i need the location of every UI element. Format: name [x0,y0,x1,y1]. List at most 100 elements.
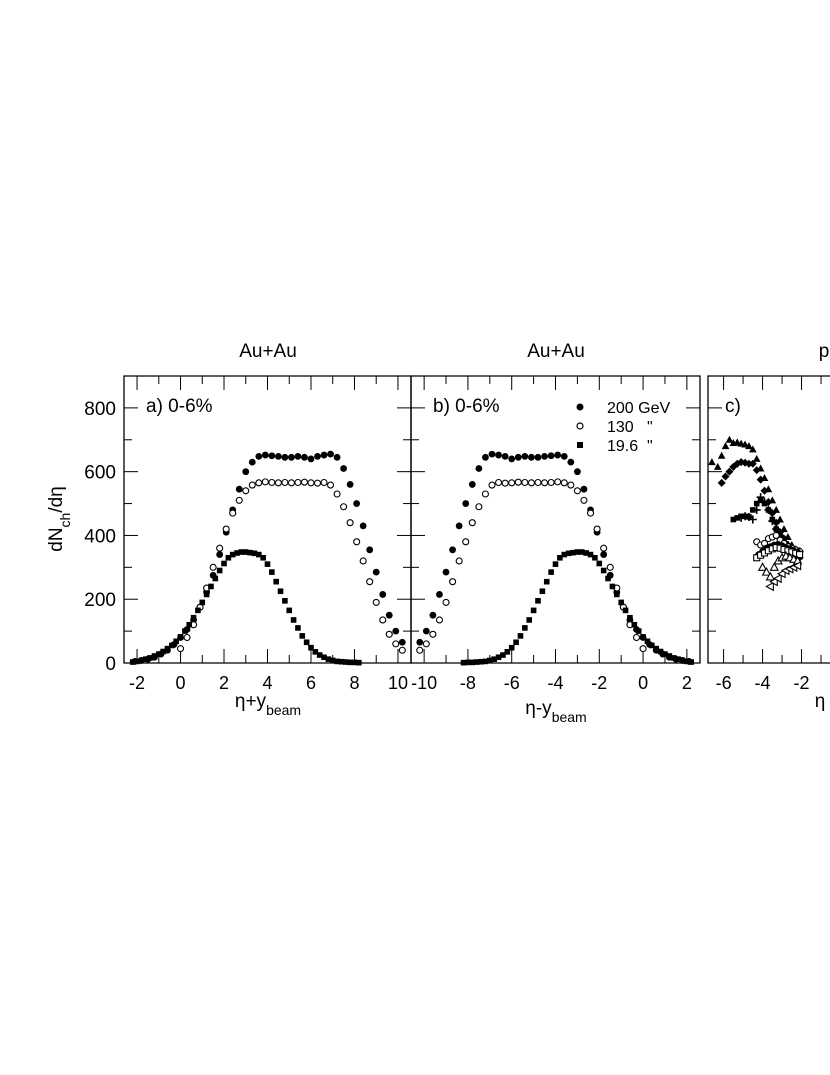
data-point-open-circle [300,478,309,486]
data-point-open-circle [639,645,647,653]
data-point-filled-triangle [713,462,722,470]
data-point-filled-square [312,649,319,655]
panel-b-axes: -10 -8 -6 -4 -2 0 2 [410,375,701,693]
data-point-filled-square [256,551,262,558]
data-point-filled-triangle [752,454,761,462]
data-point-open-circle [560,479,568,487]
data-point-filled-diamond [748,459,757,468]
data-point-open-left-triangle [773,573,782,584]
data-point-open-circle [209,563,217,571]
data-point-filled-circle [547,452,555,460]
data-point-filled-diamond [725,467,734,476]
data-point-filled-circle [327,450,334,458]
data-point-filled-square [195,607,201,614]
data-point-filled-square [609,583,616,590]
data-point-filled-circle [560,452,568,460]
data-point-filled-square [631,621,638,628]
data-point-filled-circle [255,452,263,460]
data-point-filled-square [269,569,275,575]
data-point-filled-diamond [756,475,765,484]
data-point-open-circle [313,479,322,487]
data-point-open-circle [495,478,503,487]
data-point-filled-square [247,549,253,556]
data-point-filled-square [753,500,760,507]
y-tick-label: 0 [105,654,116,675]
data-point-filled-square [618,599,624,606]
data-point-filled-square [208,583,214,590]
panel-b-annotation: b) 0-6% [433,396,500,417]
data-point-open-circle [327,481,335,489]
data-point-filled-square [513,639,519,646]
data-point-filled-circle [501,452,509,460]
data-point-filled-circle [422,627,430,635]
data-point-filled-square [561,551,568,558]
data-point-filled-circle [314,452,321,460]
data-point-filled-square [342,659,349,665]
data-point-filled-square [173,638,179,645]
data-point-open-circle [346,519,354,527]
data-point-filled-square [666,653,673,659]
data-point-filled-square [142,656,149,662]
panel-b: Au+Au b) 0-6% η-ybeam 200 GeV 130 " 19.6… [410,341,701,725]
data-point-plus [748,515,757,524]
panel-frame [410,375,701,664]
x-tick-label: 0 [176,673,186,693]
data-point-open-circle [632,633,641,642]
data-point-open-circle [580,496,588,504]
data-point-open-triangle [769,562,779,571]
data-point-filled-square [242,549,249,555]
data-point-open-left-triangle [792,561,802,571]
y-tick-label: 400 [84,526,116,547]
data-point-filled-circle [508,455,516,463]
data-point-open-circle [255,479,263,487]
data-point-open-circle [455,557,463,565]
x-tick-label: 4 [262,673,272,693]
data-point-filled-square [478,658,484,665]
data-point-filled-circle [514,453,522,461]
y-tick-label: 200 [84,590,116,611]
data-point-filled-circle [573,468,581,476]
data-point-filled-square [635,628,642,634]
data-point-filled-circle [301,453,308,461]
data-point-filled-square [308,644,314,651]
data-point-filled-circle [528,453,535,461]
data-point-filled-circle [288,453,295,461]
data-point-filled-circle [216,551,224,558]
panel-a-x-axis-label: η+ybeam [235,691,301,718]
data-point-filled-square [592,554,598,561]
data-point-filled-square [587,551,594,558]
y-axis-label: dNch/dη [46,486,73,552]
data-point-filled-circle [449,546,456,554]
data-point-filled-circle [482,453,489,461]
data-point-filled-circle [242,468,250,476]
data-point-filled-square [155,651,162,657]
legend-label-130: 130 " [607,419,653,436]
data-point-open-circle [514,478,522,486]
data-point-open-circle [449,578,457,586]
data-point-filled-square [500,652,506,658]
data-point-filled-square [251,550,258,557]
data-point-filled-square [600,567,607,574]
data-point-open-circle [600,544,608,552]
data-point-open-left-triangle [765,581,774,592]
data-point-open-circle [398,646,406,654]
data-point-open-circle [573,487,581,495]
data-point-open-circle [183,633,191,642]
data-point-filled-square [460,659,467,666]
data-point-filled-circle [346,481,354,488]
data-point-filled-square [530,607,537,614]
data-point-open-circle [222,525,230,533]
data-point-filled-circle [442,568,450,576]
data-point-filled-triangle [725,435,734,443]
panel-a-marks [129,450,406,666]
data-point-filled-circle [372,568,380,576]
data-point-filled-square [351,659,358,666]
data-point-filled-circle [307,455,315,463]
data-point-filled-circle [294,452,302,460]
panel-b-marks [416,450,695,666]
x-tick-label: -4 [547,673,563,693]
data-point-filled-square [605,575,611,582]
data-point-open-circle [422,640,430,648]
x-tick-label: -6 [716,673,732,693]
panel-c-axes: -6 -4 -2 [707,375,830,693]
